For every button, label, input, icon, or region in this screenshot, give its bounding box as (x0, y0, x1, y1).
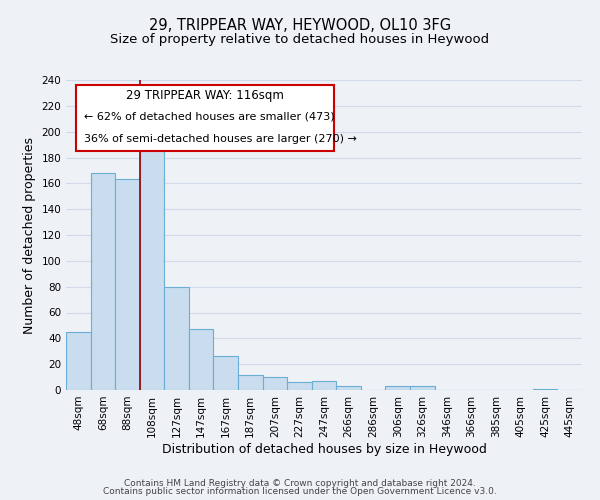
Bar (385, 386, 410, 390)
Bar (189, 330, 214, 390)
Bar (312, 381, 336, 390)
Text: Contains public sector information licensed under the Open Government Licence v3: Contains public sector information licen… (103, 487, 497, 496)
Bar (91, 173, 115, 390)
Bar (336, 386, 361, 390)
Bar (164, 286, 189, 390)
Bar (115, 180, 140, 390)
Text: 29 TRIPPEAR WAY: 116sqm: 29 TRIPPEAR WAY: 116sqm (127, 90, 284, 102)
FancyBboxPatch shape (76, 84, 334, 152)
Text: 29, TRIPPEAR WAY, HEYWOOD, OL10 3FG: 29, TRIPPEAR WAY, HEYWOOD, OL10 3FG (149, 18, 451, 32)
Y-axis label: Number of detached properties: Number of detached properties (23, 136, 36, 334)
Bar (66, 332, 91, 390)
Bar (287, 382, 312, 390)
Bar (140, 147, 164, 390)
Bar (533, 388, 557, 390)
Bar (238, 374, 263, 390)
Bar (410, 386, 434, 390)
Text: 36% of semi-detached houses are larger (270) →: 36% of semi-detached houses are larger (… (84, 134, 357, 144)
Bar (263, 377, 287, 390)
Text: ← 62% of detached houses are smaller (473): ← 62% of detached houses are smaller (47… (84, 112, 335, 122)
X-axis label: Distribution of detached houses by size in Heywood: Distribution of detached houses by size … (161, 442, 487, 456)
Text: Contains HM Land Registry data © Crown copyright and database right 2024.: Contains HM Land Registry data © Crown c… (124, 478, 476, 488)
Bar (214, 356, 238, 390)
Text: Size of property relative to detached houses in Heywood: Size of property relative to detached ho… (110, 32, 490, 46)
